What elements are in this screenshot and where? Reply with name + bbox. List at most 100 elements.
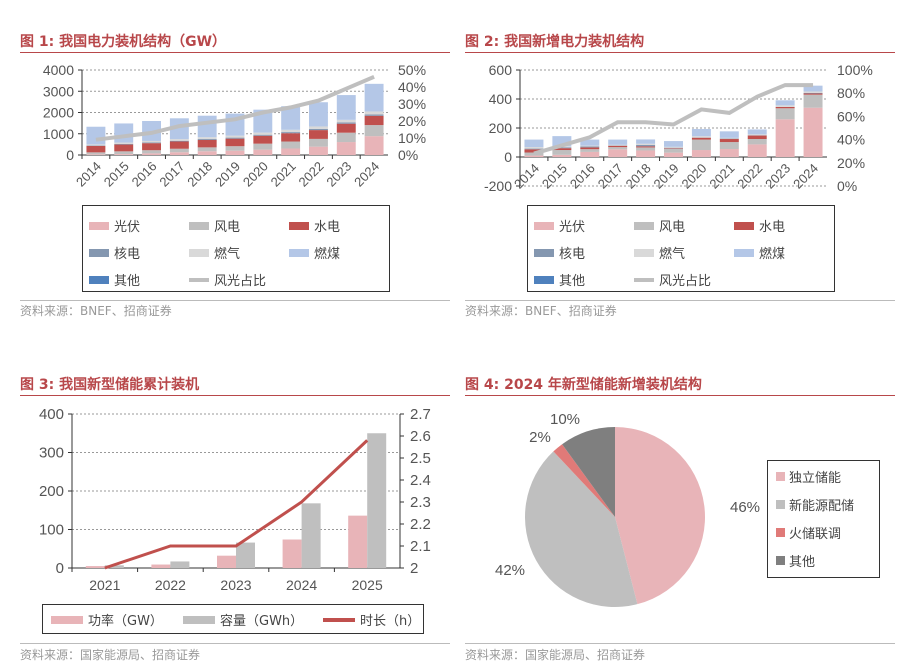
legend-label: 水电	[759, 220, 786, 235]
bar-power	[348, 515, 368, 568]
bar-coal	[691, 129, 711, 137]
bar-gas	[636, 143, 656, 145]
bar-solar	[636, 150, 656, 157]
bar-gas	[253, 132, 273, 135]
y2-tick-label: 2.2	[410, 516, 431, 533]
x-tick-label: 2022	[734, 161, 765, 192]
bar-hydro	[169, 141, 189, 149]
x-tick-label: 2015	[539, 161, 570, 192]
x-tick-label: 2023	[762, 161, 793, 192]
bar-solar	[803, 107, 823, 157]
legend-swatch	[89, 275, 109, 284]
bar-gas	[664, 146, 683, 148]
pie-slice	[525, 451, 638, 607]
bar-nuclear	[197, 138, 217, 140]
y-tick-label: 0	[66, 147, 74, 163]
bar-coal	[197, 115, 217, 138]
bar-nuclear	[664, 147, 683, 149]
bar-gas	[225, 135, 245, 138]
legend-swatch	[89, 221, 109, 230]
fig4-title-underline	[465, 395, 895, 396]
legend-label: 光伏	[559, 220, 586, 235]
bar-gas	[364, 111, 384, 115]
fig4-legend: 独立储能 新能源配储 火储联调 其他	[767, 460, 880, 578]
fig1-legend: 光伏 风电 水电 核电 燃气 燃煤 其他 风光占比	[82, 205, 390, 292]
bar-gas	[281, 129, 301, 133]
bar-wind	[364, 125, 384, 137]
y2-tick-label: 50%	[398, 62, 426, 78]
bar-wind	[691, 139, 711, 151]
x-tick-label: 2016	[129, 159, 160, 190]
bar-solar	[691, 150, 711, 157]
fig2-source-divider	[465, 300, 895, 301]
fig3-title: 图 3: 我国新型储能累计装机	[20, 377, 200, 393]
y-tick-label: 400	[489, 91, 513, 107]
legend-item: 风电	[189, 216, 240, 235]
legend-swatch	[776, 500, 785, 509]
y-tick-label: 0	[504, 149, 512, 165]
bar-gas	[114, 142, 134, 144]
legend-label: 独立储能	[789, 471, 842, 486]
legend-label: 风电	[214, 220, 241, 235]
bar-hydro	[281, 133, 301, 142]
bar-power	[282, 539, 302, 568]
legend-label: 燃煤	[759, 247, 786, 262]
y-tick-label: 3000	[43, 83, 74, 99]
bar-gas	[719, 137, 739, 139]
legend-swatch	[634, 248, 654, 257]
legend-item: 容量（GWh）	[183, 610, 303, 629]
bar-solar	[281, 148, 301, 155]
pie-slice	[553, 444, 615, 517]
fig1-title-underline	[20, 52, 450, 53]
bar-gas	[336, 119, 356, 123]
legend-swatch	[534, 248, 554, 257]
y-tick-label: -200	[484, 178, 512, 194]
legend-label: 核电	[114, 247, 141, 262]
bar-nuclear	[225, 137, 245, 139]
bar-coal	[636, 139, 656, 144]
y2-tick-label: 40%	[398, 79, 426, 95]
legend-item: 燃气	[189, 243, 240, 262]
bar-wind	[281, 141, 301, 149]
fig3-source-divider	[20, 643, 450, 644]
legend-item: 独立储能	[776, 467, 841, 486]
bar-solar	[169, 152, 189, 155]
x-tick-label: 2020	[240, 159, 271, 190]
bar-wind	[775, 108, 795, 120]
bar-hydro	[664, 148, 683, 149]
legend-swatch	[634, 277, 654, 282]
x-tick-label: 2022	[155, 577, 186, 593]
y-tick-label: 400	[39, 406, 64, 423]
legend-swatch	[189, 248, 209, 257]
legend-item: 风光占比	[189, 270, 266, 289]
bar-hydro	[114, 144, 134, 152]
y2-tick-label: 100%	[837, 62, 873, 78]
fig2-title-underline	[465, 52, 895, 53]
x-tick-label: 2024	[351, 159, 382, 190]
y-tick-label: 200	[39, 483, 64, 500]
legend-item: 核电	[534, 243, 585, 262]
bar-gas	[747, 134, 767, 136]
bar-nuclear	[803, 92, 823, 94]
bar-hydro	[308, 130, 328, 139]
bar-capacity	[236, 542, 255, 568]
y2-tick-label: 20%	[837, 155, 865, 171]
x-tick-label: 2014	[73, 159, 104, 190]
legend-label: 核电	[559, 247, 586, 262]
x-tick-label: 2021	[89, 577, 120, 593]
legend-label: 其他	[789, 555, 816, 570]
fig1-chart: 010002000300040000%10%20%30%40%50%201420…	[43, 62, 426, 190]
fig3-chart: 0 100 200 300 400 2 2.1 2.2 2.3 2.4 2.5 2.6 2.7 2021 2…	[39, 406, 431, 593]
legend-item: 火储联调	[776, 523, 841, 542]
legend-item: 风光占比	[634, 270, 711, 289]
bar-gas	[608, 144, 628, 146]
bar-wind	[308, 138, 328, 147]
x-tick-label: 2019	[651, 161, 682, 192]
bar-solar	[580, 151, 600, 157]
fig4-source-divider	[465, 643, 895, 644]
bar-hydro	[719, 139, 739, 143]
legend-swatch	[734, 248, 754, 257]
y-tick-label: 600	[489, 62, 513, 78]
legend-swatch	[534, 275, 554, 284]
x-tick-label: 2024	[790, 161, 821, 192]
